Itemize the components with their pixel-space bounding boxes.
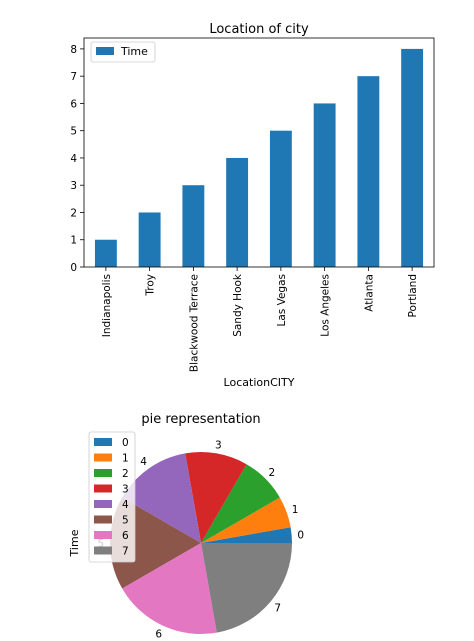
pie-slice-1 [201, 497, 291, 543]
legend-swatch [96, 47, 114, 55]
y-axis-ticks: 0 1 2 3 4 5 6 7 8 [70, 44, 84, 274]
pie-slice-6 [122, 543, 217, 634]
pie-y-label: Time [68, 529, 81, 557]
bar-indianapolis [94, 239, 117, 267]
pie-legend-swatch [94, 484, 112, 493]
pie-slice-label: 1 [292, 504, 299, 516]
pie-legend-swatch [94, 515, 112, 524]
x-tick-label: Atlanta [363, 274, 375, 312]
bar-los-angeles [313, 103, 336, 267]
pie-legend-label: 2 [122, 468, 129, 480]
pie-legend: 0 1 2 3 4 5 6 7 [88, 431, 136, 563]
pie-slice-label: 3 [215, 439, 222, 451]
y-tick-label: 5 [70, 126, 77, 138]
pie-legend-box [88, 431, 136, 563]
bar-blackwood-terrace [182, 185, 205, 267]
pie-slice-label: 0 [297, 529, 304, 541]
pie-slice-label: 4 [140, 456, 147, 468]
bar-series [94, 48, 424, 268]
pie-legend-label: 1 [122, 453, 129, 465]
pie-slice-0 [201, 527, 292, 543]
pie-legend-label: 7 [122, 546, 129, 558]
pie-legend-swatch [94, 500, 112, 508]
x-tick-label: Portland [407, 274, 419, 318]
pie-slice-3 [185, 452, 247, 543]
bar-legend: Time [90, 41, 156, 63]
bar-sandy-hook [226, 157, 249, 267]
y-tick-label: 6 [70, 98, 77, 110]
pie-legend-swatch [94, 438, 112, 446]
y-tick-label: 1 [70, 235, 77, 247]
x-tick-label: Las Vegas [276, 274, 288, 327]
y-tick-label: 4 [70, 153, 77, 165]
bar-portland [401, 48, 424, 268]
plot-frame [83, 37, 435, 268]
pie-legend-swatch [94, 531, 112, 539]
x-axis-label: LocationCITY [224, 376, 295, 389]
pie-slice-2 [201, 464, 280, 543]
bar-troy [138, 212, 161, 267]
pie-legend-swatch [94, 469, 112, 477]
y-tick-label: 3 [70, 180, 77, 192]
pie-legend-label: 4 [122, 499, 129, 511]
bar-chart-title: Location of city [209, 22, 309, 37]
y-tick-label: 2 [70, 207, 77, 219]
pie-slice-4 [122, 453, 201, 543]
bar-atlanta [357, 76, 380, 268]
x-tick-label: Los Angeles [320, 274, 332, 337]
y-tick-label: 8 [70, 44, 77, 56]
bar-chart: Location of city 0 1 2 3 4 5 6 7 8 Indianapolis T… [70, 22, 435, 389]
x-tick-label: Blackwood Terrace [188, 274, 200, 372]
pie-slice-label: 6 [155, 629, 162, 641]
pie-legend-label: 0 [122, 437, 129, 449]
legend-label: Time [120, 45, 148, 58]
y-tick-label: 0 [70, 262, 77, 274]
x-tick-label: Troy [145, 274, 157, 297]
pie-slices [110, 452, 292, 634]
pie-legend-label: 5 [122, 515, 129, 527]
x-tick-label: Indianapolis [101, 274, 113, 337]
pie-chart-title: pie representation [141, 412, 260, 427]
pie-slice-7 [201, 543, 292, 633]
pie-slice-label: 7 [274, 602, 281, 614]
pie-legend-label: 6 [122, 530, 129, 542]
pie-chart: pie representation 0 1 2 3 4 5 6 7 Time 0 1 2 3 4 5 6… [68, 412, 304, 641]
x-axis-ticks: Indianapolis Troy Blackwood Terrace Sandy H… [101, 267, 419, 372]
pie-legend-swatch [94, 453, 112, 462]
pie-slice-label: 2 [268, 467, 275, 479]
x-tick-label: Sandy Hook [232, 273, 244, 337]
y-tick-label: 7 [70, 71, 77, 83]
bar-las-vegas [269, 130, 292, 267]
pie-legend-label: 3 [122, 484, 129, 496]
pie-legend-swatch [94, 546, 112, 555]
